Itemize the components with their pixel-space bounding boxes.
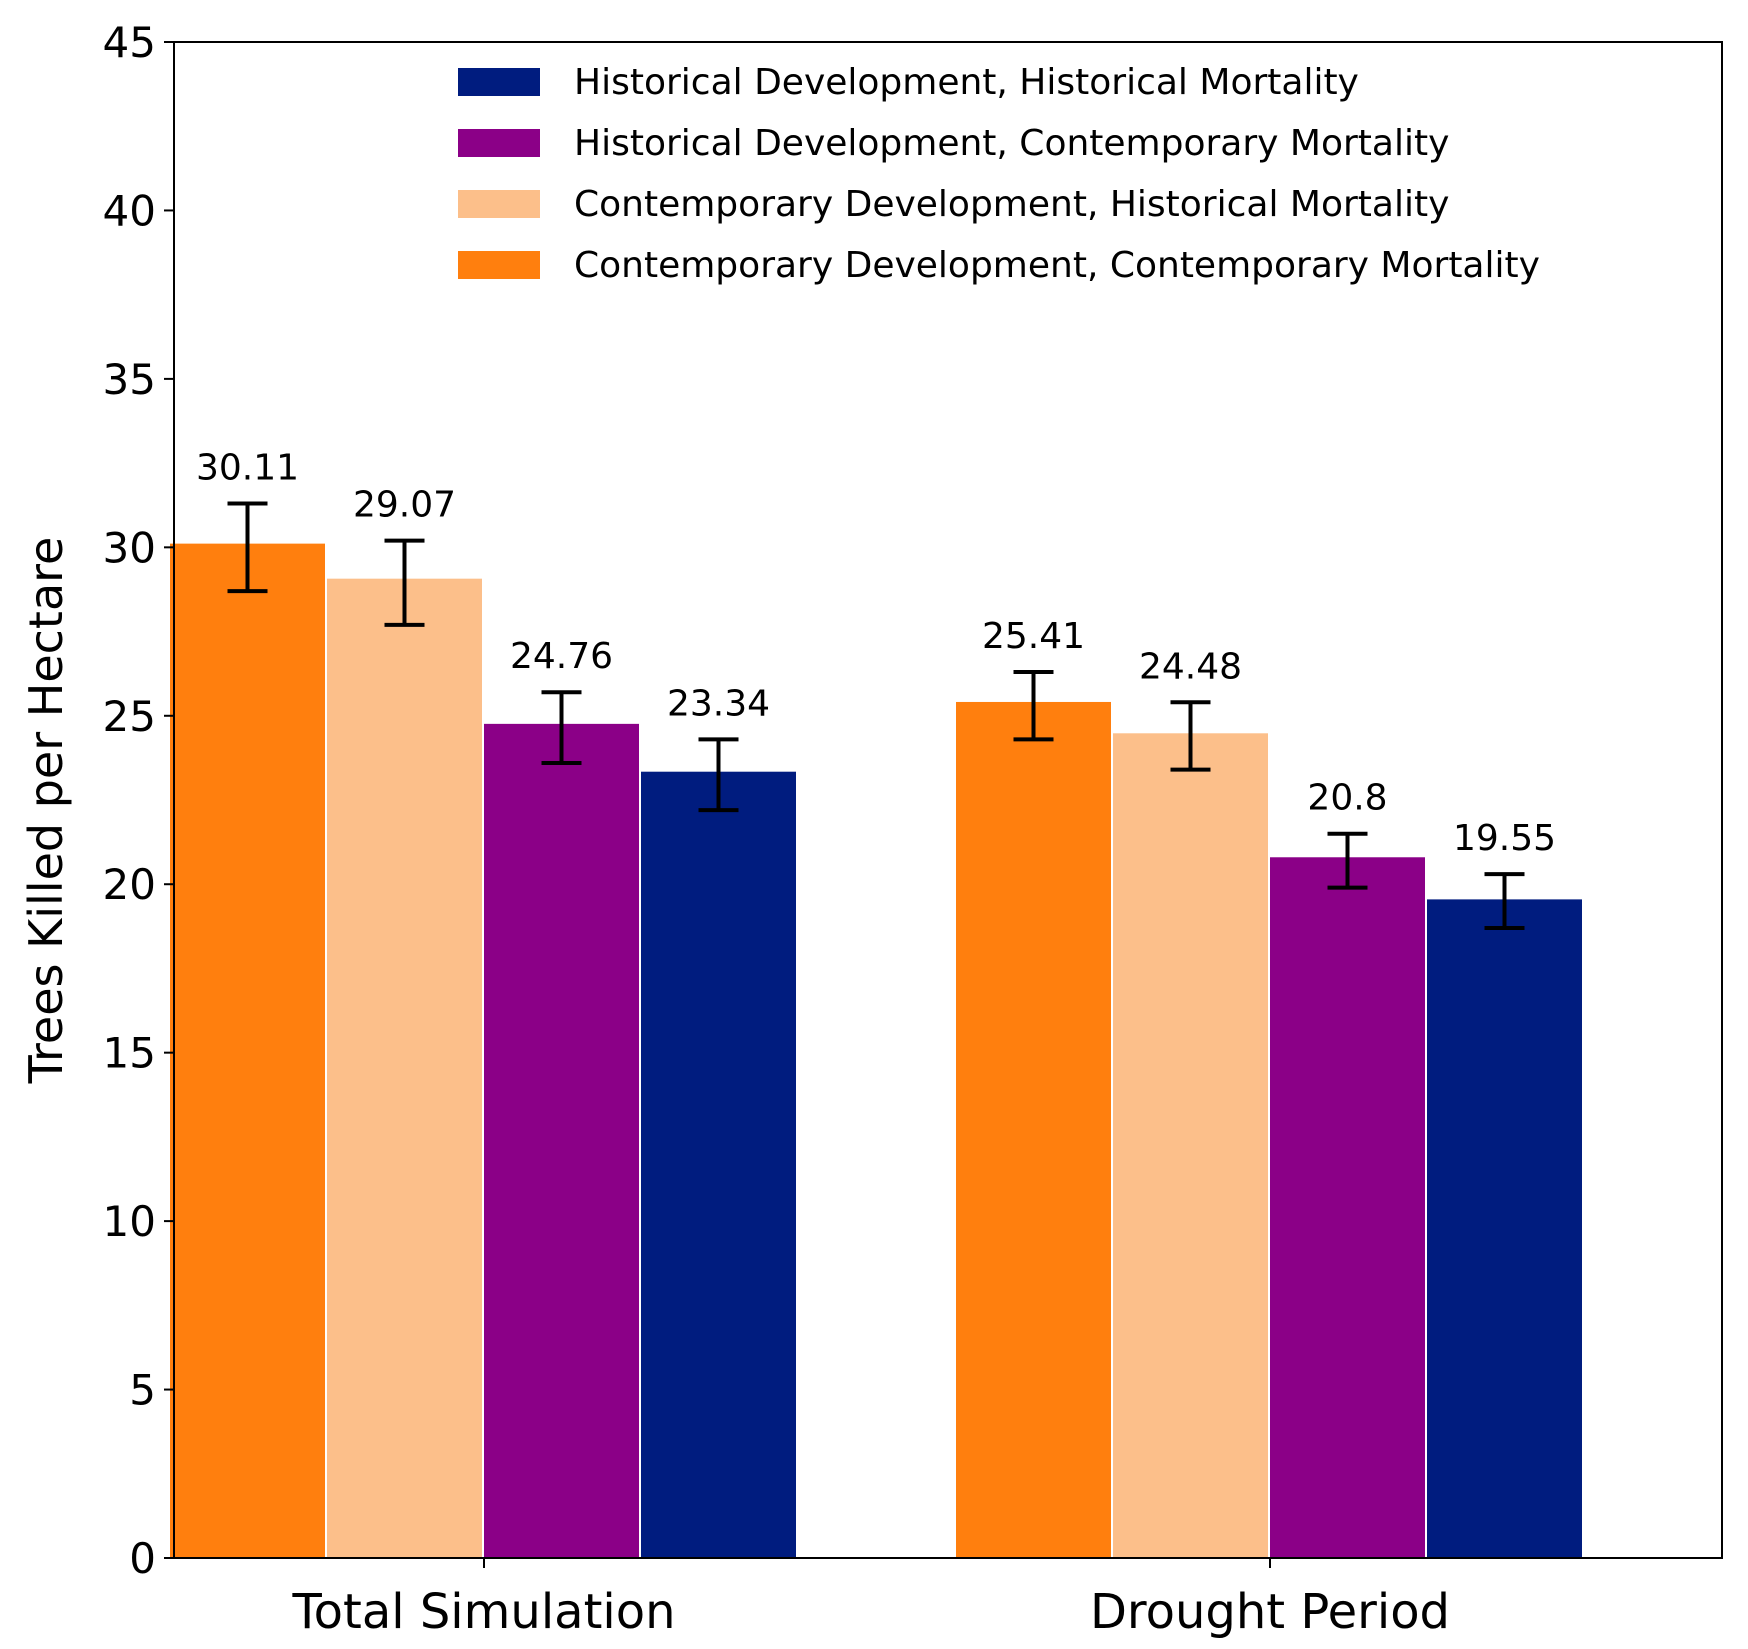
- bar: [484, 723, 639, 1558]
- legend: Historical Development, Historical Morta…: [458, 62, 1540, 286]
- y-tick-label: 30: [103, 523, 156, 572]
- data-label: 20.8: [1307, 778, 1387, 819]
- data-label: 25.41: [982, 616, 1085, 657]
- bar: [1427, 899, 1582, 1558]
- bars-layer: [170, 543, 1582, 1558]
- legend-label: Historical Development, Contemporary Mor…: [574, 123, 1449, 164]
- legend-label: Contemporary Development, Historical Mor…: [574, 184, 1449, 225]
- x-category-label: Drought Period: [1090, 1584, 1450, 1640]
- y-tick-label: 35: [103, 355, 156, 404]
- data-labels-layer: 30.11 25.41 29.07 24.48 24.76 20.8 23.34 19.55: [196, 448, 1556, 860]
- y-tick-label: 20: [103, 860, 156, 909]
- y-tick-label: 45: [103, 18, 156, 67]
- legend-swatch: [458, 68, 540, 96]
- axes-layer: 0 5 10 15 20 25 30 35 40 45 Total Simulation Drough…: [19, 18, 1723, 1640]
- data-label: 19.55: [1453, 818, 1556, 859]
- bar: [327, 578, 482, 1558]
- error-bars-layer: [227, 501, 1525, 931]
- bar: [1113, 733, 1268, 1558]
- data-label: 23.34: [667, 683, 770, 724]
- y-tick-label: 0: [129, 1534, 156, 1583]
- legend-label: Historical Development, Historical Morta…: [574, 62, 1359, 103]
- plot-frame: [173, 41, 1723, 1559]
- x-category-label: Total Simulation: [291, 1584, 675, 1640]
- y-tick-label: 15: [103, 1029, 156, 1078]
- y-axis-title: Trees Killed per Hectare: [19, 537, 73, 1085]
- bar: [170, 543, 325, 1558]
- data-label: 24.76: [510, 636, 613, 677]
- data-label: 30.11: [196, 448, 299, 489]
- bar: [956, 701, 1111, 1558]
- y-tick-label: 10: [103, 1197, 156, 1246]
- legend-label: Contemporary Development, Contemporary M…: [574, 245, 1540, 286]
- data-label: 29.07: [353, 485, 456, 526]
- y-tick-label: 40: [103, 186, 156, 235]
- bar: [1270, 857, 1425, 1558]
- legend-swatch: [458, 190, 540, 218]
- data-label: 24.48: [1139, 646, 1242, 687]
- legend-swatch: [458, 251, 540, 279]
- y-tick-label: 5: [129, 1366, 156, 1415]
- bar: [641, 771, 796, 1558]
- legend-swatch: [458, 129, 540, 157]
- y-tick-label: 25: [103, 692, 156, 741]
